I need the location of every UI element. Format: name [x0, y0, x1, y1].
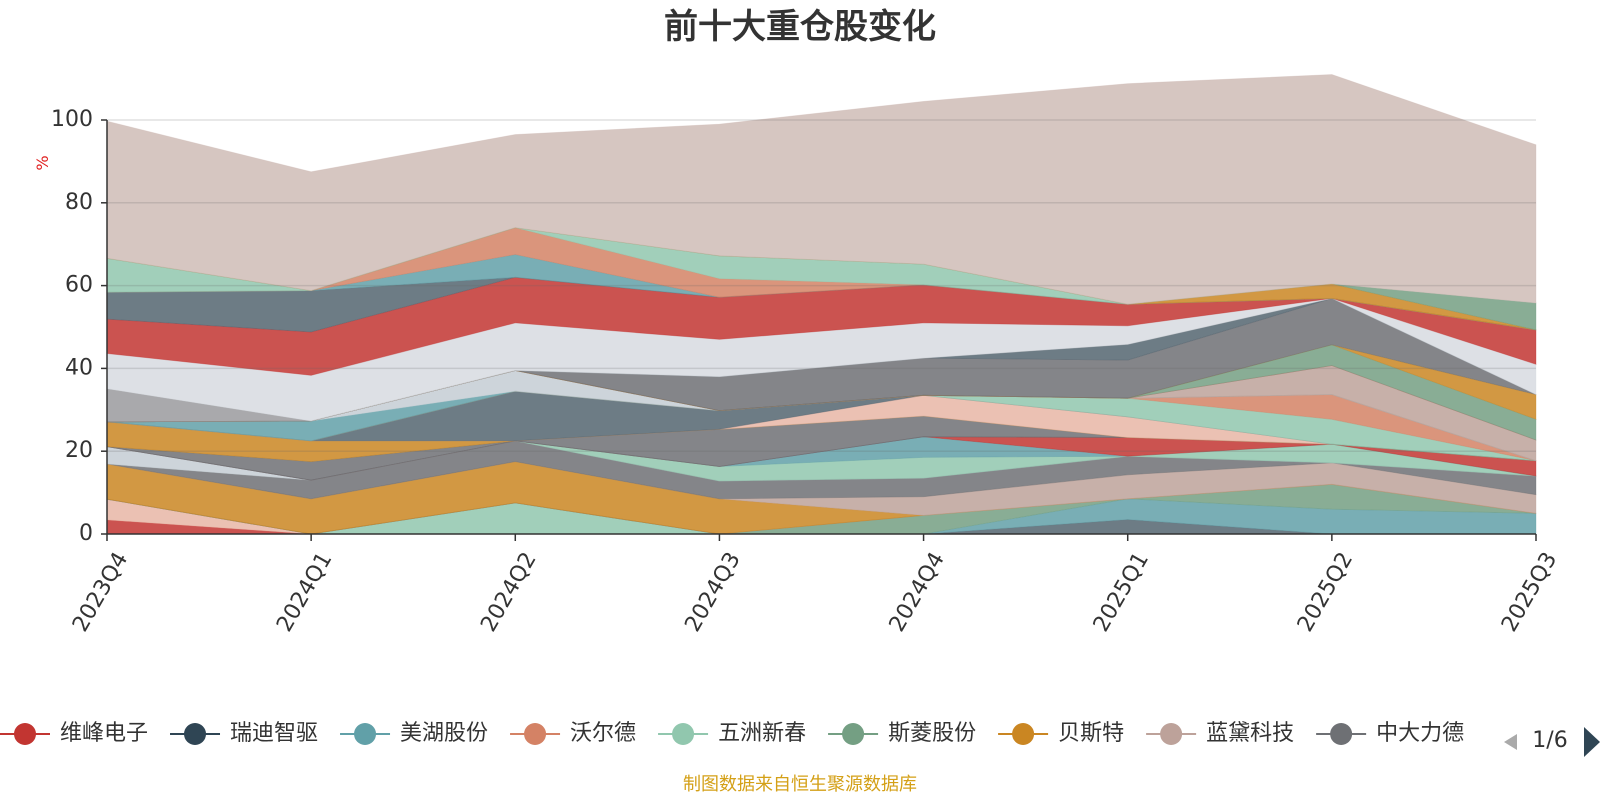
y-tick-label: 40: [65, 355, 93, 380]
legend-item[interactable]: 美湖股份: [340, 721, 488, 746]
legend-label: 中大力德: [1376, 721, 1464, 746]
legend-marker-icon: [524, 723, 547, 745]
area-series-j: [106, 440, 1537, 500]
chart-title: 前十大重仓股变化: [664, 7, 936, 47]
legend-label: 沃尔德: [570, 721, 636, 746]
area-series-h: [106, 461, 1537, 535]
area-series-am: [106, 74, 1537, 305]
x-tick-label: 2023Q4: [68, 548, 133, 636]
x-tick-label: 2024Q3: [680, 548, 745, 636]
y-tick-label: 0: [79, 521, 93, 546]
y-tick-label: 80: [65, 190, 93, 215]
area-series-q: [106, 415, 1537, 463]
legend-label: 美湖股份: [400, 721, 488, 746]
legend-item[interactable]: 斯菱股份: [828, 721, 976, 746]
legend-marker-icon: [14, 723, 36, 745]
area-series-ad: [106, 297, 1537, 423]
legend-marker-icon: [1012, 723, 1035, 745]
y-tick-label: 20: [65, 438, 93, 463]
area-series-d: [106, 498, 1536, 535]
legend-items: 维峰电子 瑞迪智驱 美湖股份 沃尔德 五洲新春 斯菱股份 贝斯特 蓝黛科技 中大力德: [0, 721, 1464, 746]
y-tick-label: 60: [65, 273, 93, 298]
legend-marker-icon: [1330, 723, 1353, 745]
legend-item[interactable]: 蓝黛科技: [1146, 721, 1294, 746]
x-tick-label: 2024Q2: [476, 548, 541, 636]
area-series-ae: [106, 297, 1537, 422]
area-series-e: [106, 498, 1537, 535]
area-series-n: [106, 436, 1537, 481]
grid-lines: [107, 119, 1536, 452]
area-series-ag: [106, 276, 1537, 333]
legend-label: 贝斯特: [1058, 721, 1124, 746]
x-tick-label: 2025Q3: [1497, 548, 1562, 636]
legend: 维峰电子 瑞迪智驱 美湖股份 沃尔德 五洲新春 斯菱股份 贝斯特 蓝黛科技 中大力德: [0, 721, 1464, 746]
legend-label: 五洲新春: [718, 721, 806, 746]
legend-item[interactable]: 沃尔德: [510, 721, 636, 746]
area-series-af: [106, 276, 1537, 376]
area-series-i: [106, 461, 1537, 516]
legend-item[interactable]: 中大力德: [1316, 721, 1464, 746]
x-tick-label: 2025Q2: [1293, 548, 1358, 636]
legend-page-indicator: 1/6: [1532, 728, 1567, 753]
legend-label: 瑞迪智驱: [230, 721, 318, 746]
legend-item[interactable]: 瑞迪智驱: [170, 721, 318, 746]
legend-label: 蓝黛科技: [1206, 721, 1294, 746]
y-axis-unit: %: [33, 155, 52, 170]
legend-marker-icon: [842, 723, 865, 745]
legend-marker-icon: [184, 723, 207, 745]
legend-prev-icon[interactable]: [1504, 734, 1517, 750]
legend-marker-icon: [1160, 723, 1183, 745]
x-tick-label: 2024Q1: [272, 548, 337, 636]
legend-label: 斯菱股份: [888, 721, 976, 746]
x-tick-label: 2024Q4: [885, 548, 950, 636]
legend-next-icon[interactable]: [1584, 727, 1600, 757]
legend-item[interactable]: 维峰电子: [0, 721, 148, 746]
y-tick-label: 100: [51, 107, 93, 132]
legend-marker-icon: [354, 723, 377, 745]
legend-item[interactable]: 五洲新春: [658, 721, 806, 746]
legend-item[interactable]: 贝斯特: [998, 721, 1124, 746]
x-tick-label: 2025Q1: [1089, 548, 1154, 636]
data-source-note: 制图数据来自恒生聚源数据库: [683, 774, 917, 795]
area-layers: [106, 74, 1537, 535]
legend-marker-icon: [672, 723, 695, 745]
legend-pager: 1/6: [1504, 727, 1600, 757]
legend-label: 维峰电子: [60, 721, 148, 746]
